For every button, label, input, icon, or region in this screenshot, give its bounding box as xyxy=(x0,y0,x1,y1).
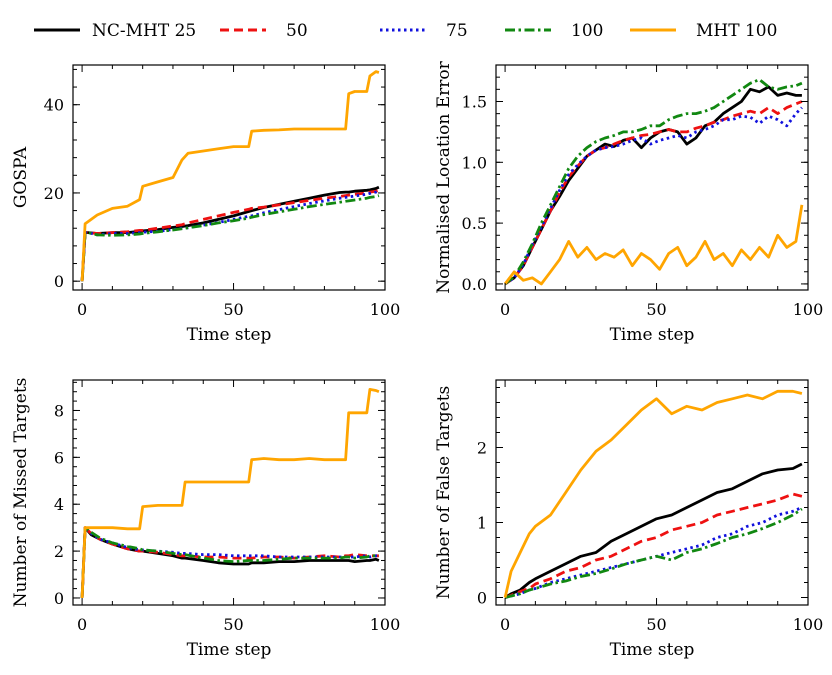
y-tick-label: 2 xyxy=(54,542,64,561)
axes-frame xyxy=(72,64,386,291)
legend-entry-2: 75 xyxy=(380,21,468,41)
series-line-mht-100 xyxy=(503,204,804,286)
panel-2: 0 50 100 0 2 4 6 8 Time step Number of Missed Tar… xyxy=(11,378,400,660)
x-axis-label: Time step xyxy=(187,325,272,345)
x-tick-label: 50 xyxy=(223,615,243,634)
axes-frame xyxy=(495,379,809,606)
x-tick-label: 0 xyxy=(500,300,510,319)
series-line-mht-100 xyxy=(80,387,380,599)
series-line-100 xyxy=(80,194,380,282)
series-line-50 xyxy=(80,188,380,282)
legend-label: NC-MHT 25 xyxy=(92,21,196,41)
series-line-100 xyxy=(504,507,803,599)
series-line-50 xyxy=(504,492,803,599)
x-tick-label: 0 xyxy=(500,615,510,634)
x-tick-label: 50 xyxy=(646,615,666,634)
series-line-75 xyxy=(80,189,380,282)
y-tick-label: 8 xyxy=(54,401,64,420)
y-tick-label: 0 xyxy=(54,272,64,291)
x-axis-label: Time step xyxy=(610,325,695,345)
legend-entry-4: MHT 100 xyxy=(630,21,777,41)
x-tick-label: 0 xyxy=(77,300,87,319)
y-tick-label: 6 xyxy=(54,448,64,467)
y-tick-label: 20 xyxy=(44,184,64,203)
x-tick-label: 100 xyxy=(793,300,824,319)
panel-1: 0 50 100 0.0 0.5 1.0 1.5 Time step Normalised Lo… xyxy=(434,60,823,345)
legend-entry-0: NC-MHT 25 xyxy=(34,21,196,41)
x-tick-label: 100 xyxy=(793,615,824,634)
y-tick-label: 1.0 xyxy=(462,153,487,172)
y-tick-label: 40 xyxy=(44,96,64,115)
x-axis-label: Time step xyxy=(610,640,695,660)
series-line-nc-mht-25 xyxy=(504,85,802,286)
panel-3: 0 50 100 0 1 2 Time step Number of False Target… xyxy=(434,379,824,660)
series-line-100 xyxy=(80,526,379,599)
series-line-100 xyxy=(504,78,803,285)
x-tick-label: 50 xyxy=(646,300,666,319)
x-tick-label: 50 xyxy=(223,300,243,319)
x-axis-label: Time step xyxy=(187,640,272,660)
panel-0: 0 50 100 0 20 40 Time step GOSPA xyxy=(11,64,401,345)
y-tick-label: 4 xyxy=(54,495,64,514)
y-tick-label: 1.5 xyxy=(462,92,487,111)
series-line-75 xyxy=(504,506,803,599)
series-line-nc-mht-25 xyxy=(80,526,380,599)
legend-entry-1: 50 xyxy=(220,21,308,41)
y-axis-label: GOSPA xyxy=(11,146,31,208)
y-tick-label: 1 xyxy=(477,514,487,533)
axes-frame xyxy=(495,64,809,291)
x-tick-label: 100 xyxy=(370,615,401,634)
x-tick-label: 0 xyxy=(77,615,87,634)
y-tick-label: 0 xyxy=(54,589,64,608)
y-axis-label: Number of False Targets xyxy=(434,386,454,600)
legend-entry-3: 100 xyxy=(505,21,603,41)
x-tick-label: 100 xyxy=(370,300,401,319)
series-line-nc-mht-25 xyxy=(504,462,803,599)
series-line-mht-100 xyxy=(80,70,380,282)
series-line-mht-100 xyxy=(503,389,803,598)
legend-label: 100 xyxy=(571,21,603,41)
axes-frame xyxy=(72,379,386,606)
series-line-75 xyxy=(80,526,379,599)
legend-label: MHT 100 xyxy=(696,21,777,41)
legend-label: 50 xyxy=(286,21,308,41)
series-line-50 xyxy=(504,100,803,286)
legend-label: 75 xyxy=(446,21,468,41)
y-tick-label: 2 xyxy=(477,439,487,458)
y-tick-label: 0 xyxy=(477,589,487,608)
y-tick-label: 0.0 xyxy=(462,275,487,294)
y-axis-label: Number of Missed Targets xyxy=(11,378,31,608)
y-tick-label: 0.5 xyxy=(462,214,487,233)
y-axis-label: Normalised Location Error xyxy=(434,60,454,293)
